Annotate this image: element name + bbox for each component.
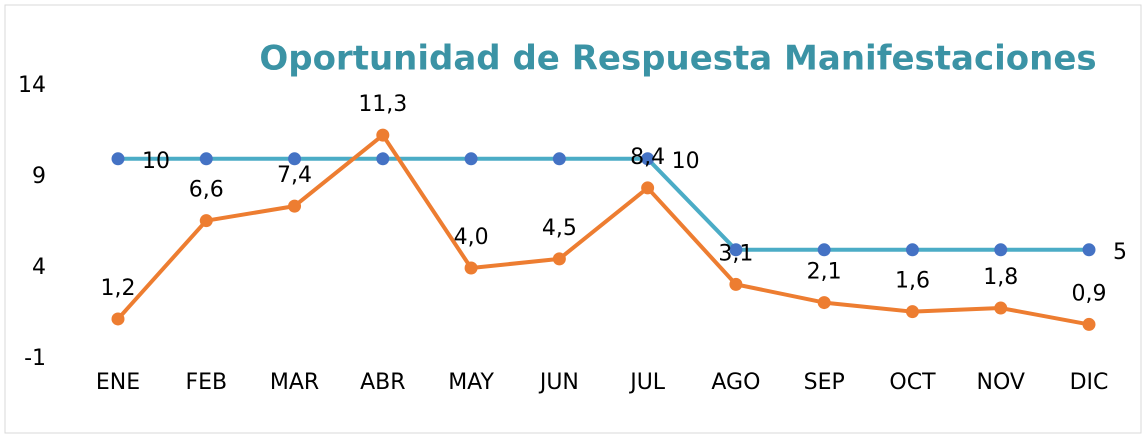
point — [641, 181, 655, 195]
data-label: 10 — [142, 149, 170, 174]
point — [376, 128, 390, 142]
point — [464, 261, 478, 275]
point — [288, 199, 302, 213]
chart-frame — [4, 4, 1142, 434]
data-label: 4,0 — [454, 225, 489, 250]
series-line — [116, 133, 1090, 327]
data-label: 4,5 — [542, 216, 577, 241]
data-label: 0,9 — [1072, 281, 1107, 306]
point — [552, 152, 566, 166]
x-tick-label: JUN — [538, 370, 579, 395]
point — [994, 301, 1008, 315]
x-tick-label: MAY — [448, 370, 494, 395]
x-tick-label: MAR — [270, 370, 319, 395]
data-label: 8,4 — [630, 145, 665, 170]
data-label: 1,8 — [983, 265, 1018, 290]
data-label: 11,3 — [358, 92, 407, 117]
point — [641, 152, 655, 166]
point — [729, 243, 743, 257]
point — [199, 214, 213, 228]
chart-title: Oportunidad de Respuesta Manifestaciones — [259, 39, 1096, 79]
point — [817, 296, 831, 310]
point — [288, 152, 302, 166]
point — [817, 243, 831, 257]
x-tick-label: ENE — [96, 370, 140, 395]
x-tick-label: JUL — [628, 370, 666, 395]
data-label: 2,1 — [807, 260, 842, 285]
x-tick-label: AGO — [711, 370, 760, 395]
point — [905, 305, 919, 319]
data-label: 1,6 — [895, 269, 930, 294]
series-line — [118, 156, 1089, 252]
point — [552, 252, 566, 266]
x-tick-label: NOV — [977, 370, 1025, 395]
point — [905, 243, 919, 257]
y-tick-label: 14 — [18, 73, 46, 98]
data-label: 1,2 — [101, 276, 136, 301]
point — [1082, 317, 1096, 331]
point — [111, 152, 125, 166]
data-label: 5 — [1113, 240, 1127, 265]
point — [111, 312, 125, 326]
x-tick-label: DIC — [1070, 370, 1109, 395]
y-tick-label: -1 — [24, 346, 46, 371]
data-label: 7,4 — [277, 163, 312, 188]
data-label: 6,6 — [189, 178, 224, 203]
x-tick-label: SEP — [804, 370, 845, 395]
data-label: 10 — [672, 149, 700, 174]
point — [729, 277, 743, 291]
data-label: 3,1 — [718, 241, 753, 266]
y-tick-label: 4 — [32, 255, 46, 280]
point — [464, 152, 478, 166]
x-tick-label: FEB — [185, 370, 227, 395]
y-tick-label: 9 — [32, 164, 46, 189]
point — [994, 243, 1008, 257]
x-tick-label: ABR — [360, 370, 405, 395]
point — [1082, 243, 1096, 257]
point — [199, 152, 213, 166]
x-tick-label: OCT — [889, 370, 936, 395]
point — [376, 152, 390, 166]
